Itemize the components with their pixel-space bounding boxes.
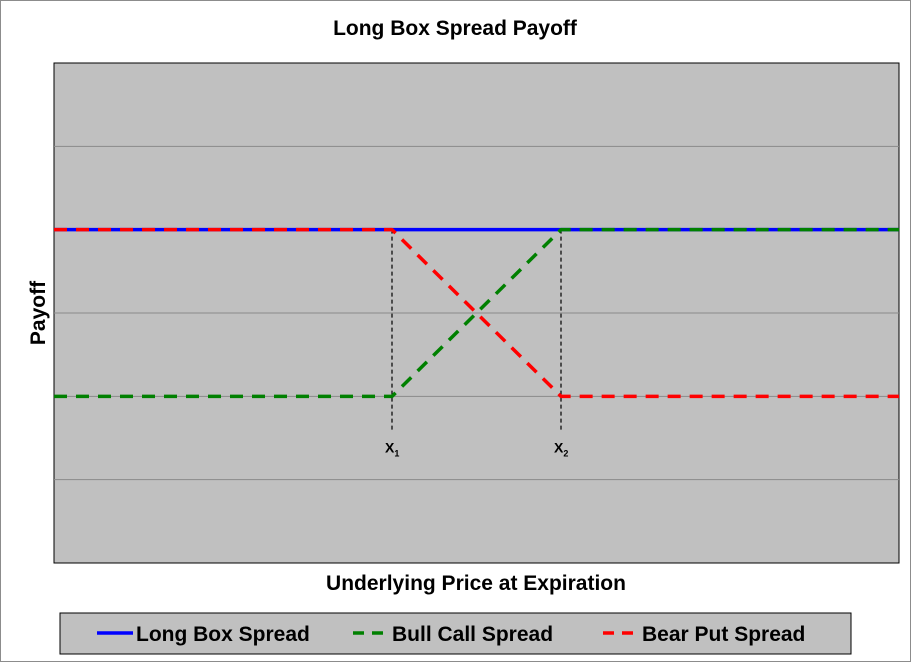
y-axis-label: Payoff [27, 280, 50, 345]
chart-title: Long Box Spread Payoff [333, 17, 578, 40]
legend-label-3: Bear Put Spread [642, 623, 805, 646]
legend-label-2: Bull Call Spread [392, 623, 553, 646]
legend: Long Box Spread Bull Call Spread Bear Put … [97, 623, 805, 646]
legend-label-1: Long Box Spread [136, 623, 310, 646]
x-axis-label: Underlying Price at Expiration [326, 572, 626, 595]
legend-box [59, 612, 852, 655]
series-lines [54, 227, 899, 399]
